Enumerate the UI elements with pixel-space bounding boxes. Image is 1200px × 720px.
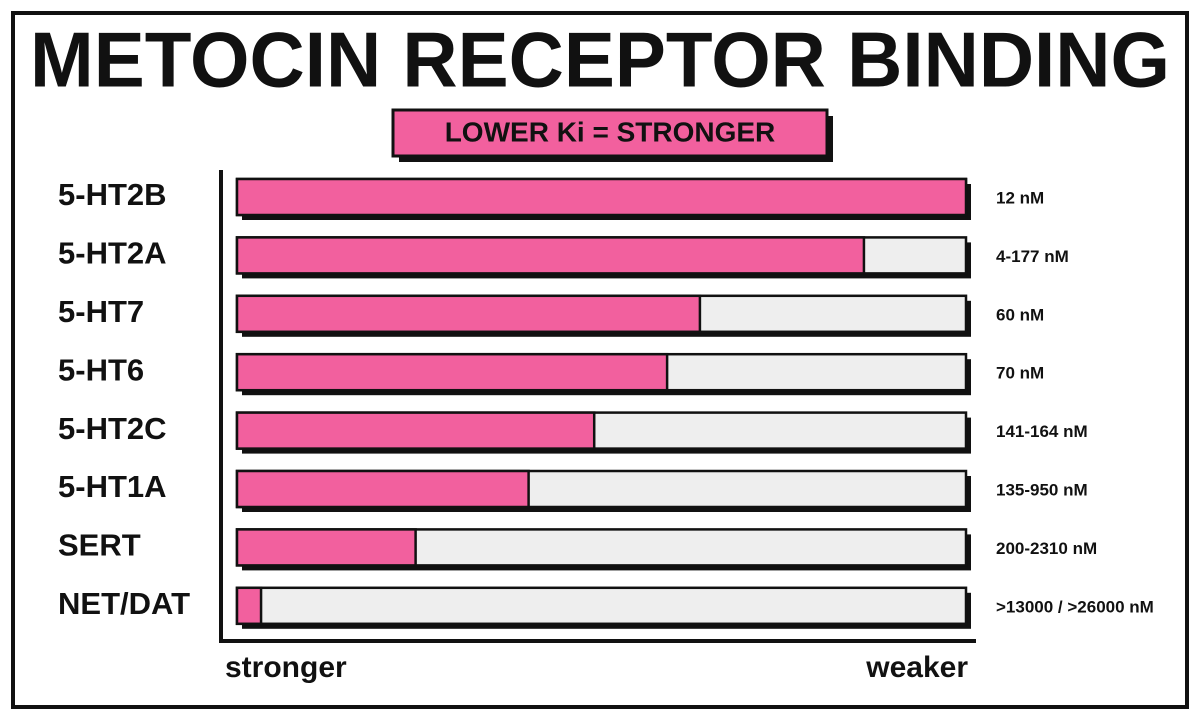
row-label: 5-HT2B: [58, 177, 167, 212]
axis-high-label: weaker: [865, 651, 968, 684]
bar: [235, 411, 596, 450]
ki-label: 200-2310 nM: [996, 539, 1097, 558]
bar: [235, 294, 702, 334]
bar: [235, 236, 866, 275]
bar: [235, 469, 530, 509]
title: METOCIN RECEPTOR BINDING: [30, 16, 1170, 104]
subtitle-box: [391, 108, 829, 158]
row-label: 5-HT1A: [58, 469, 167, 504]
bar: [235, 586, 263, 626]
row-label: 5-HT6: [58, 352, 144, 387]
row-label: NET/DAT: [58, 586, 190, 621]
ki-label: 4-177 nM: [996, 247, 1069, 266]
ki-label: 12 nM: [996, 188, 1044, 207]
ki-label: 135-950 nM: [996, 480, 1088, 499]
bar: [235, 352, 669, 392]
axis-low-label: stronger: [225, 651, 347, 684]
ki-label: 141-164 nM: [996, 422, 1088, 441]
ki-label: 60 nM: [996, 305, 1044, 324]
subtitle: LOWER Ki = STRONGER: [445, 116, 776, 147]
row-label: 5-HT2A: [58, 236, 167, 271]
bar: [235, 177, 968, 217]
row-label: 5-HT7: [58, 294, 144, 329]
bar: [235, 528, 417, 567]
ki-label: >13000 / >26000 nM: [996, 597, 1154, 616]
row-label: 5-HT2C: [58, 411, 167, 446]
track: [235, 586, 968, 626]
ki-label: 70 nM: [996, 364, 1044, 383]
row-label: SERT: [58, 528, 141, 563]
